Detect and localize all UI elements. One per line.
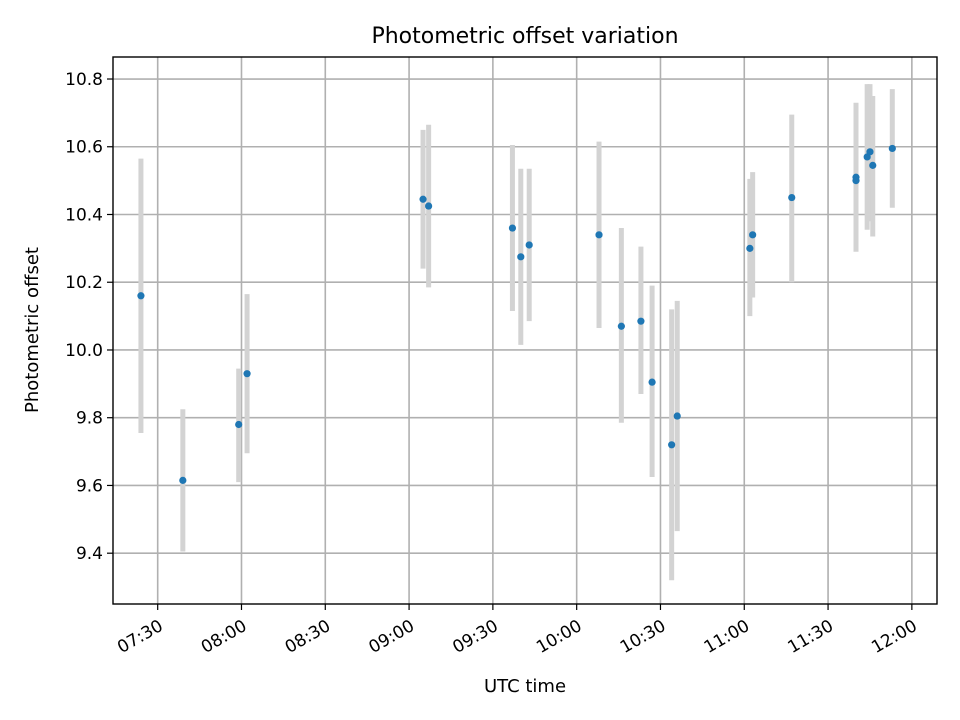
- y-tick-label: 10.4: [65, 205, 103, 225]
- data-point: [137, 292, 145, 300]
- data-point: [673, 412, 681, 420]
- data-point: [508, 224, 517, 232]
- data-point: [648, 378, 656, 386]
- data-point: [746, 244, 754, 252]
- data-point: [617, 322, 625, 330]
- data-point: [595, 231, 603, 239]
- data-point: [517, 253, 525, 261]
- y-tick-label: 10.6: [65, 138, 103, 158]
- data-point: [243, 370, 251, 378]
- data-point: [425, 202, 433, 210]
- data-point: [668, 441, 676, 449]
- data-point: [888, 144, 896, 153]
- x-axis-label: UTC time: [484, 676, 566, 697]
- grid: [113, 57, 937, 604]
- y-tick-label: 10.2: [65, 273, 103, 293]
- y-tick-label: 9.6: [76, 476, 103, 496]
- data-point: [525, 241, 533, 249]
- data-point: [852, 177, 860, 185]
- data-point: [419, 195, 427, 203]
- chart-title: Photometric offset variation: [371, 24, 678, 49]
- data-point: [749, 231, 757, 239]
- y-tick-label: 10.0: [65, 341, 103, 361]
- data-point: [179, 476, 187, 484]
- y-axis-label: Photometric offset: [22, 247, 43, 413]
- y-tick-label: 9.8: [76, 409, 103, 429]
- data-point: [869, 161, 877, 169]
- data-point: [866, 148, 874, 156]
- data-point: [788, 193, 796, 202]
- data-points: [137, 144, 896, 484]
- y-tick-label: 10.8: [65, 70, 103, 90]
- y-axis-ticks: 9.4 9.6 9.8 10.0 10.2 10.4 10.6 10.8: [65, 70, 113, 564]
- data-point: [235, 420, 243, 429]
- data-point: [637, 317, 645, 325]
- y-tick-label: 9.4: [76, 544, 103, 564]
- plot-frame: [112, 56, 938, 605]
